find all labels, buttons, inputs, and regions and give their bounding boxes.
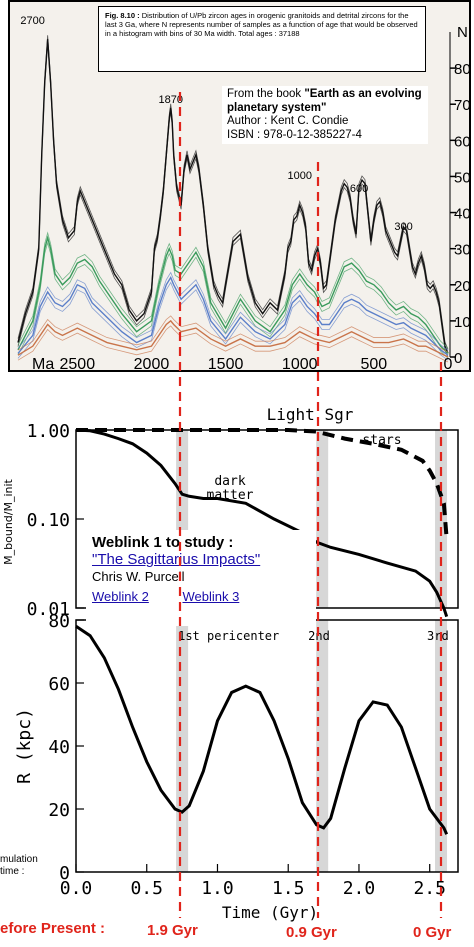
- radius-plot-frame: [75, 619, 459, 873]
- bottom-left-text: mulation time :: [0, 854, 38, 878]
- peak-label: 600: [350, 183, 368, 195]
- y-tick-label: 700: [454, 97, 471, 114]
- weblink-2-link[interactable]: Weblink 2: [92, 589, 149, 604]
- x-axis-unit: Ma: [32, 356, 54, 372]
- zircon-series-0-line-1: [17, 39, 449, 354]
- zircon-series-3-line-0: [17, 315, 449, 353]
- radius-y-tick-label: 80: [48, 611, 70, 632]
- mass-series-0: [75, 428, 449, 618]
- zircon-series-0-line-0: [17, 35, 449, 350]
- stars-label: stars: [362, 433, 401, 448]
- book-from: From the book: [227, 88, 302, 100]
- mass-plot-title: Light Sgr: [267, 405, 354, 424]
- weblink-main-link[interactable]: "The Sagittarius Impacts": [92, 551, 261, 568]
- x-tick-label: 1000: [282, 356, 318, 372]
- zircon-age-chart: 0 100 200 300 400 500 600 700 800 N Ma 2500 2000 1500…: [8, 0, 471, 372]
- weblink-box: Weblink 1 to study : "The Sagittarius Im…: [86, 530, 316, 626]
- bottom-left-line-2: time :: [0, 866, 25, 877]
- caption-fig-number: Fig. 8.10 :: [105, 11, 140, 20]
- y-tick-label: 300: [454, 242, 471, 259]
- y-tick-label: 800: [454, 61, 471, 78]
- x-tick-label: 2500: [60, 356, 96, 372]
- zircon-series-1-line-0: [17, 231, 449, 349]
- mass-y-tick-label: 0.01: [27, 599, 70, 620]
- y-tick-label: 200: [454, 278, 471, 295]
- pericenter-3-label: 3rd: [427, 629, 449, 643]
- zircon-series-2-line-0: [17, 271, 449, 351]
- weblink-3-link[interactable]: Weblink 3: [182, 589, 240, 604]
- zircon-series-1-line-2: [17, 241, 449, 359]
- radius-x-tick-label: 1.0: [201, 878, 234, 899]
- x-tick-label: 2000: [134, 356, 170, 372]
- dark-matter-label-1: dark: [214, 474, 245, 489]
- y-tick-label: 400: [454, 206, 471, 223]
- y-axis-title: N: [457, 24, 468, 41]
- mass-y-axis-label: M_bound/M_init: [2, 478, 15, 564]
- book-author: Author : Kent C. Condie: [227, 115, 349, 127]
- zircon-series-3-line-1: [17, 319, 449, 358]
- zircon-series-2-line-2: [17, 281, 449, 361]
- before-present-label: efore Present :: [0, 920, 106, 937]
- marker-value-1: 1.9 Gyr: [147, 922, 198, 939]
- radius-x-axis-label: Time (Gyr): [222, 903, 318, 922]
- dark-matter-label-2: matter: [207, 488, 254, 503]
- zircon-series-0-line-2: [17, 43, 449, 358]
- radius-y-tick-label: 0: [59, 863, 70, 884]
- radius-x-tick-label: 0.0: [60, 878, 93, 899]
- y-tick-label: 600: [454, 133, 471, 150]
- radius-x-tick-label: 2.0: [343, 878, 376, 899]
- radius-series-0: [75, 625, 449, 835]
- peak-label: 1000: [287, 170, 311, 182]
- radius-y-tick-label: 60: [48, 674, 70, 695]
- zircon-age-plot: 0 100 200 300 400 500 600 700 800 N Ma 2500 2000 1500…: [17, 15, 471, 372]
- book-isbn: ISBN : 978-0-12-385227-4: [227, 128, 362, 141]
- pericenter-band-mid: [316, 430, 329, 608]
- radius-y-tick-label: 20: [48, 800, 70, 821]
- figure-caption: Fig. 8.10 : Distribution of U/Pb zircon …: [98, 6, 426, 72]
- radius-y-axis-label: R (kpc): [14, 708, 35, 784]
- y-tick-label: 0: [454, 350, 462, 367]
- pericenter-2-label: 2nd: [308, 629, 330, 643]
- book-reference: From the book "Earth as an evolving plan…: [222, 86, 428, 144]
- weblink-title: Weblink 1 to study :: [92, 534, 234, 551]
- marker-value-2: 0.9 Gyr: [286, 924, 337, 941]
- y-tick-label: 100: [454, 314, 471, 331]
- pericenter-band-bottom: [316, 620, 329, 872]
- book-title: "Earth as an evolving planetary system": [227, 88, 422, 114]
- pericenter-1-label: 1st pericenter: [178, 629, 279, 643]
- zircon-series-1-line-1: [17, 235, 449, 354]
- peak-label: 2700: [20, 15, 44, 27]
- weblink-author: Chris W. Purcell: [92, 569, 185, 584]
- zircon-series-2-line-1: [17, 276, 449, 356]
- radius-y-tick-label: 40: [48, 737, 70, 758]
- peak-label: 300: [394, 221, 412, 233]
- pericenter-band-mid: [435, 430, 448, 608]
- bottom-left-line-1: mulation: [0, 854, 38, 865]
- mass-y-tick-label: 0.10: [27, 510, 70, 531]
- peak-label: 1870: [158, 94, 182, 106]
- pericenter-band-bottom: [176, 620, 189, 872]
- radius-x-tick-label: 2.5: [413, 878, 446, 899]
- mass-series-1: [76, 428, 449, 539]
- x-tick-label: 0: [444, 356, 453, 372]
- zircon-series-3-line-2: [17, 325, 449, 363]
- radius-x-tick-label: 0.5: [130, 878, 163, 899]
- radius-x-tick-label: 1.5: [272, 878, 305, 899]
- x-tick-label: 500: [361, 356, 388, 372]
- y-tick-label: 500: [454, 169, 471, 186]
- mass-y-tick-label: 1.00: [27, 421, 70, 442]
- x-tick-label: 1500: [208, 356, 244, 372]
- marker-value-3: 0 Gyr: [413, 924, 452, 941]
- caption-text: Distribution of U/Pb zircon ages in orog…: [105, 11, 418, 38]
